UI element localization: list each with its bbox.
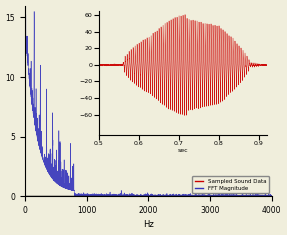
Legend: Sampled Sound Data, FFT Magnitude: Sampled Sound Data, FFT Magnitude — [192, 176, 269, 193]
X-axis label: Hz: Hz — [143, 220, 154, 229]
